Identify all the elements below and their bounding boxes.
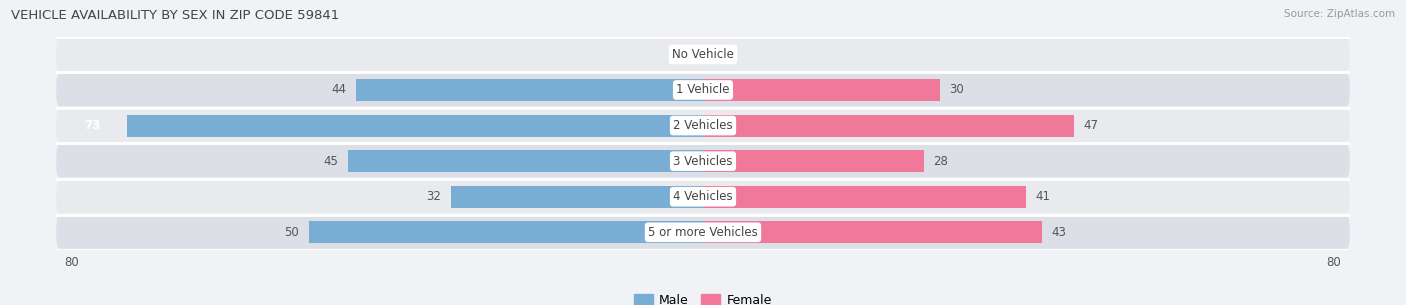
Bar bbox=[703, 221, 1042, 243]
Text: 30: 30 bbox=[949, 84, 965, 96]
FancyBboxPatch shape bbox=[56, 216, 1350, 249]
Text: 4 Vehicles: 4 Vehicles bbox=[673, 190, 733, 203]
Bar bbox=[309, 221, 703, 243]
FancyBboxPatch shape bbox=[56, 38, 1350, 71]
FancyBboxPatch shape bbox=[56, 180, 1350, 213]
Text: 45: 45 bbox=[323, 155, 339, 168]
Text: 47: 47 bbox=[1083, 119, 1098, 132]
Bar bbox=[703, 79, 939, 101]
Text: 5 or more Vehicles: 5 or more Vehicles bbox=[648, 226, 758, 239]
Text: 0: 0 bbox=[714, 48, 723, 61]
Text: 41: 41 bbox=[1036, 190, 1050, 203]
Text: No Vehicle: No Vehicle bbox=[672, 48, 734, 61]
Bar bbox=[127, 115, 703, 137]
Text: 73: 73 bbox=[84, 119, 100, 132]
Bar bbox=[703, 150, 924, 172]
Text: 32: 32 bbox=[426, 190, 441, 203]
Text: 0: 0 bbox=[683, 48, 692, 61]
FancyBboxPatch shape bbox=[56, 109, 1350, 142]
FancyBboxPatch shape bbox=[56, 145, 1350, 178]
FancyBboxPatch shape bbox=[56, 74, 1350, 106]
Legend: Male, Female: Male, Female bbox=[630, 289, 776, 305]
Text: Source: ZipAtlas.com: Source: ZipAtlas.com bbox=[1284, 9, 1395, 19]
Text: 50: 50 bbox=[284, 226, 299, 239]
Text: 28: 28 bbox=[934, 155, 948, 168]
Bar bbox=[703, 115, 1074, 137]
Bar bbox=[450, 186, 703, 208]
Bar bbox=[356, 79, 703, 101]
Bar bbox=[703, 186, 1026, 208]
Text: 1 Vehicle: 1 Vehicle bbox=[676, 84, 730, 96]
Text: 3 Vehicles: 3 Vehicles bbox=[673, 155, 733, 168]
Text: 43: 43 bbox=[1052, 226, 1067, 239]
Text: 44: 44 bbox=[332, 84, 346, 96]
Text: 2 Vehicles: 2 Vehicles bbox=[673, 119, 733, 132]
Text: VEHICLE AVAILABILITY BY SEX IN ZIP CODE 59841: VEHICLE AVAILABILITY BY SEX IN ZIP CODE … bbox=[11, 9, 339, 22]
Bar bbox=[349, 150, 703, 172]
